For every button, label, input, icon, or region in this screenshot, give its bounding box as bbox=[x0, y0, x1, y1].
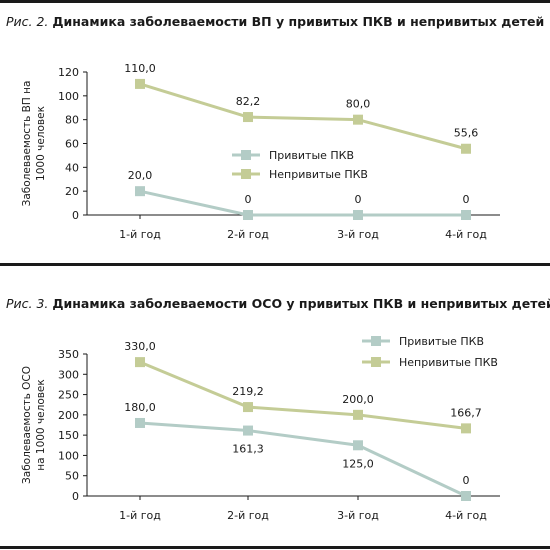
figure-2-title-text: Динамика заболеваемости ВП у привитых ПК… bbox=[52, 14, 545, 29]
fig3-legend-label: Непривитые ПКВ bbox=[399, 356, 498, 369]
fig2-legend-label: Привитые ПКВ bbox=[269, 149, 354, 162]
figure-3-title-text: Динамика заболеваемости ОСО у привитых П… bbox=[52, 296, 550, 311]
fig2-y-tick-label: 60 bbox=[65, 138, 79, 151]
fig2-y-tick-label: 0 bbox=[72, 209, 79, 222]
fig3-data-point bbox=[353, 409, 363, 420]
fig3-y-tick-label: 150 bbox=[58, 429, 79, 442]
fig2-x-tick-label: 3-й год bbox=[337, 228, 379, 241]
fig2-y-tick-label: 100 bbox=[58, 90, 79, 103]
fig3-y-tick-label: 250 bbox=[58, 389, 79, 402]
fig3-x-tick-label: 1-й год bbox=[119, 509, 161, 522]
fig3-y-tick-label: 50 bbox=[65, 470, 79, 483]
fig2-legend-marker bbox=[241, 150, 251, 160]
top-rule bbox=[0, 0, 550, 3]
fig2-legend-marker bbox=[241, 169, 251, 179]
fig3-y-tick-label: 100 bbox=[58, 449, 79, 462]
fig2-data-label: 55,6 bbox=[454, 127, 479, 140]
chart-figure-2: 0 20 40 60 80 100 120 1-й год 2-й год 3-й год 4-й … bbox=[21, 62, 500, 241]
fig3-y-tick-label: 200 bbox=[58, 409, 79, 422]
fig2-data-label: 110,0 bbox=[124, 62, 156, 75]
fig2-data-point bbox=[461, 210, 471, 220]
figure-3-prefix: Рис. 3. bbox=[6, 296, 49, 311]
fig3-series-line bbox=[139, 360, 467, 430]
fig2-x-tick-label: 2-й год bbox=[227, 228, 269, 241]
fig3-data-label: 200,0 bbox=[342, 393, 374, 406]
fig2-y-axis-label: Заболеваемость ВП на bbox=[21, 81, 33, 207]
fig2-data-point bbox=[243, 112, 253, 123]
fig2-y-axis-label: 1000 человек bbox=[35, 106, 47, 181]
bottom-rule bbox=[0, 546, 550, 549]
fig3-data-point bbox=[461, 491, 471, 501]
figure-2-prefix: Рис. 2. bbox=[6, 14, 49, 29]
fig3-legend-label: Привитые ПКВ bbox=[399, 335, 484, 348]
fig3-data-label: 125,0 bbox=[342, 457, 374, 470]
fig3-data-label: 161,3 bbox=[232, 443, 264, 456]
fig3-legend-marker bbox=[371, 357, 381, 367]
fig3-y-axis-label: на 1000 человек bbox=[35, 379, 47, 471]
fig3-y-tick-label: 300 bbox=[58, 368, 79, 381]
fig3-data-point bbox=[243, 425, 253, 436]
fig3-x-tick-label: 2-й год bbox=[227, 509, 269, 522]
fig3-data-point bbox=[135, 357, 145, 368]
fig2-data-point bbox=[461, 143, 471, 154]
fig3-y-axis-label: Заболеваемость ОСО bbox=[21, 366, 33, 484]
fig2-y-tick-label: 120 bbox=[58, 66, 79, 79]
fig2-series-line bbox=[139, 82, 467, 151]
chart-figure-3: 0 50 100 150 200 250 300 350 1-й год 2-й год 3-й г… bbox=[21, 335, 500, 522]
fig2-data-label: 20,0 bbox=[128, 169, 153, 182]
fig2-data-point bbox=[353, 210, 363, 220]
fig2-data-label: 0 bbox=[463, 193, 470, 206]
fig3-data-label: 219,2 bbox=[232, 385, 264, 398]
fig2-y-tick-label: 20 bbox=[65, 185, 79, 198]
figure-3-title: Рис. 3. Динамика заболеваемости ОСО у пр… bbox=[6, 296, 550, 311]
fig3-data-label: 166,7 bbox=[450, 406, 482, 419]
fig2-data-point bbox=[243, 210, 253, 220]
fig2-x-tick-label: 4-й год bbox=[445, 228, 487, 241]
fig2-y-tick-label: 40 bbox=[65, 161, 79, 174]
middle-rule bbox=[0, 263, 550, 266]
fig2-data-label: 0 bbox=[245, 193, 252, 206]
fig3-data-label: 180,0 bbox=[124, 401, 156, 414]
fig3-x-tick-label: 3-й год bbox=[337, 509, 379, 522]
fig3-data-label: 330,0 bbox=[124, 340, 156, 353]
figure-2-title: Рис. 2. Динамика заболеваемости ВП у при… bbox=[6, 14, 544, 29]
fig2-series-line bbox=[139, 189, 466, 217]
fig2-data-label: 80,0 bbox=[346, 98, 371, 111]
fig2-x-tick-label: 1-й год bbox=[119, 228, 161, 241]
fig3-data-point bbox=[461, 423, 471, 434]
fig3-x-tick-label: 4-й год bbox=[445, 509, 487, 522]
fig3-data-label: 0 bbox=[463, 474, 470, 487]
fig3-y-tick-label: 350 bbox=[58, 348, 79, 361]
fig3-data-point bbox=[135, 417, 145, 428]
fig2-legend-label: Непривитые ПКВ bbox=[269, 168, 368, 181]
fig3-legend-marker bbox=[371, 336, 381, 346]
fig2-data-label: 82,2 bbox=[236, 95, 261, 108]
fig2-data-point bbox=[135, 186, 145, 197]
fig3-y-tick-label: 0 bbox=[72, 490, 79, 503]
fig3-data-point bbox=[243, 402, 253, 413]
fig2-data-point bbox=[353, 114, 363, 125]
fig3-data-point bbox=[353, 440, 363, 451]
fig2-y-tick-label: 80 bbox=[65, 114, 79, 127]
fig2-data-point bbox=[135, 78, 145, 89]
fig3-series-line bbox=[139, 421, 467, 498]
fig2-data-label: 0 bbox=[355, 193, 362, 206]
